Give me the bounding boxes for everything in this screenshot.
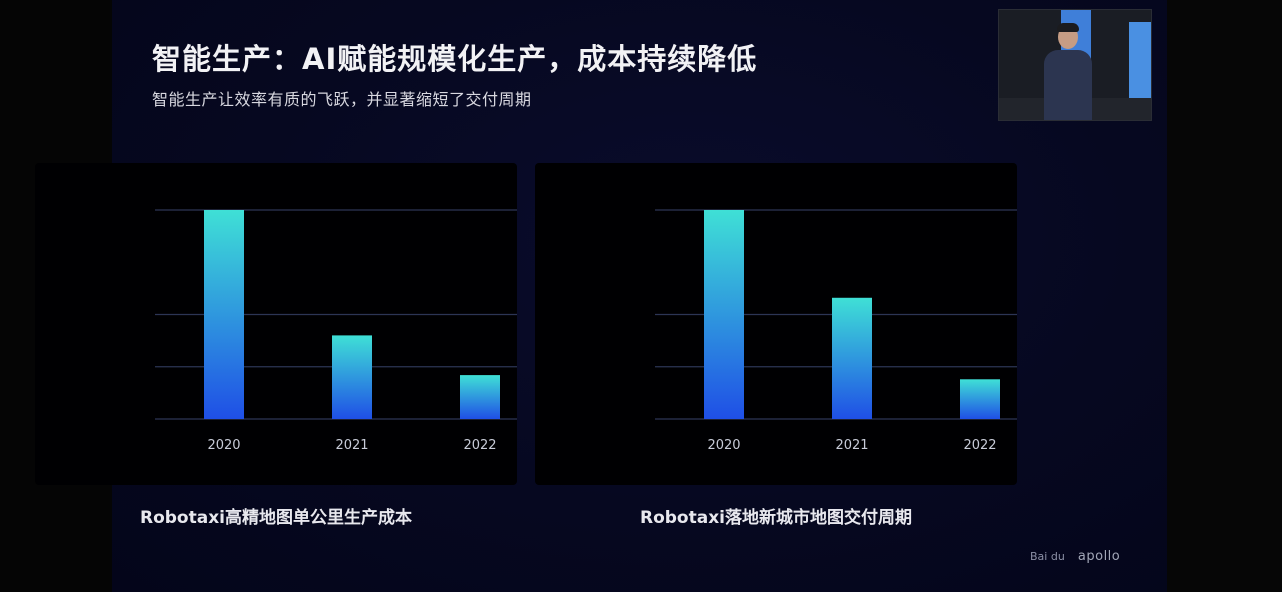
baidu-logo: Bai du (1030, 550, 1065, 563)
chart-panel-production-cost: 2020 2021 2022 (35, 163, 517, 485)
apollo-logo: apollo (1077, 549, 1121, 564)
bar-2021 (332, 335, 372, 419)
speaker-hair (1057, 23, 1079, 32)
stage-screen-right (1129, 22, 1151, 98)
slide-title: 智能生产：AI赋能规模化生产，成本持续降低 (152, 42, 758, 76)
chart-caption-delivery-cycle: Robotaxi落地新城市地图交付周期 (639, 508, 912, 528)
x-tick-label-2021: 2021 (335, 438, 368, 453)
bar-2022 (460, 375, 500, 419)
video-letterbox-right (1167, 0, 1282, 592)
chart-panel-delivery-cycle: 2020 2021 2022 (535, 163, 1017, 485)
bar-2022 (960, 379, 1000, 419)
x-tick-label-2020: 2020 (707, 438, 740, 453)
x-tick-label-2021: 2021 (835, 438, 868, 453)
bar-2020 (204, 210, 244, 419)
speaker-body (1044, 50, 1092, 120)
x-tick-label-2022: 2022 (463, 438, 496, 453)
speaker-video-thumbnail (998, 9, 1152, 121)
x-tick-label-2022: 2022 (963, 438, 996, 453)
logo-area: Bai du apollo (1030, 546, 1135, 564)
slide-subtitle: 智能生产让效率有质的飞跃，并显著缩短了交付周期 (152, 90, 532, 109)
x-tick-label-2020: 2020 (207, 438, 240, 453)
bar-chart-production-cost: 2020 2021 2022 (155, 209, 517, 453)
bar-chart-delivery-cycle: 2020 2021 2022 (655, 209, 1017, 453)
bar-2021 (832, 297, 872, 419)
chart-caption-production-cost: Robotaxi高精地图单公里生产成本 (139, 508, 412, 528)
bar-2020 (704, 210, 744, 419)
